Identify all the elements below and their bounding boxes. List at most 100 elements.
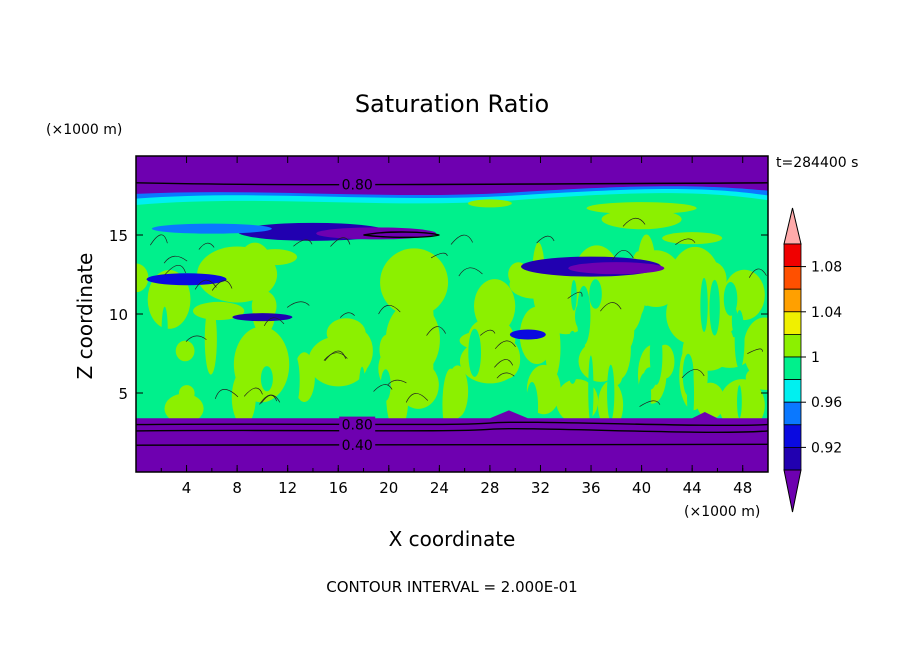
contour-line [405,393,429,403]
contour-line [163,255,188,264]
contour-label-bg [339,437,376,453]
field-patch [607,364,615,421]
colorbar-label: 0.96 [811,395,842,411]
y-tick-label: 15 [109,227,128,245]
contour-line [450,234,473,245]
x-tick-label: 8 [232,479,242,497]
y-unit-label: (×1000 m) [46,122,122,138]
contour-line [136,428,768,433]
colorbar-swatch [783,401,802,426]
contour-label-bg [339,176,376,192]
field-patch [380,248,449,317]
contour-line [600,302,622,312]
y-tick-label: 10 [109,306,128,324]
contour-line [286,301,310,308]
field-patch [253,249,298,266]
contour-label-bg [339,416,376,432]
field-patch [231,370,256,426]
contour-line [458,267,483,277]
contour-line [748,268,767,278]
field-patch [700,277,708,332]
contour-line [681,369,705,379]
colorbar-label: 0.92 [811,440,842,456]
colorbar-label: 1.08 [811,260,842,276]
field-patch [556,379,599,424]
field-patch [164,393,204,424]
field-patch [308,336,369,387]
field-patch [509,329,546,340]
field-patch [737,385,742,419]
x-tick-label: 4 [182,479,192,497]
y-axis-label: Z coordinate [73,253,97,380]
contour-label: 0.80 [342,418,373,434]
field-patch [574,303,585,329]
x-axis-label: X coordinate [389,527,516,551]
contour-line [494,340,516,350]
field-patch [136,381,141,403]
field-patch [151,223,272,234]
contour-line [536,235,555,244]
contour-line [164,264,186,276]
contour-line [330,237,351,247]
contour-line [214,389,239,400]
contour-line [323,352,348,361]
contour-line [622,217,646,227]
colorbar-swatch [783,424,802,448]
field-patch [578,340,623,382]
contour-line [259,394,281,405]
x-tick-label: 32 [531,479,550,497]
field-patch [709,279,720,336]
colorbar-swatch [783,243,802,268]
contour-line [293,239,313,247]
field-patch [161,306,168,356]
contour-line [378,304,401,315]
field-patch [719,379,765,432]
field-patch [204,303,217,375]
x-tick-label: 16 [329,479,348,497]
x-tick-label: 24 [430,479,449,497]
colorbar-label: 1 [811,350,820,366]
contour-line [136,443,768,446]
contour-line [211,280,233,291]
contour-line [363,231,440,239]
footer-note: CONTOUR INTERVAL = 2.000E-01 [326,578,577,596]
contour-line [373,384,393,392]
contour-line [136,182,768,186]
x-tick-label: 28 [480,479,499,497]
contour-line [494,359,514,368]
contour-labels: 0.80 0.80 0.40 [339,176,376,454]
y-tick-label: 5 [118,385,128,403]
field-patch [260,366,273,392]
x-tick-label: 48 [733,479,752,497]
x-tick-label: 20 [379,479,398,497]
field-layer-lower [136,410,768,472]
contour-line [185,335,207,342]
field-patch [723,281,738,316]
field-patch [566,330,579,384]
field-patch [568,262,665,275]
colorbar-swatch [783,356,802,381]
field-patch [358,366,366,431]
field-patch [588,355,594,423]
colorbar-swatch [783,288,802,313]
contour-line [339,312,355,318]
contour-label: 0.40 [342,438,373,454]
time-label: t=284400 s [776,155,858,171]
field-patch [686,361,695,428]
x-tick-label: 44 [683,479,702,497]
field-patch [467,199,512,208]
field-patch [637,373,652,419]
colorbar-arrow-top [783,207,802,245]
field-patch [136,263,149,293]
field-patch [192,301,245,321]
colorbar-arrow-bottom [783,469,802,513]
contour-line [149,234,168,246]
colorbar-swatch [783,266,802,290]
field-patch [473,279,516,334]
field-patch [386,360,409,432]
field-patch [146,273,227,286]
field-patch [586,202,697,215]
field-patch [446,365,469,418]
